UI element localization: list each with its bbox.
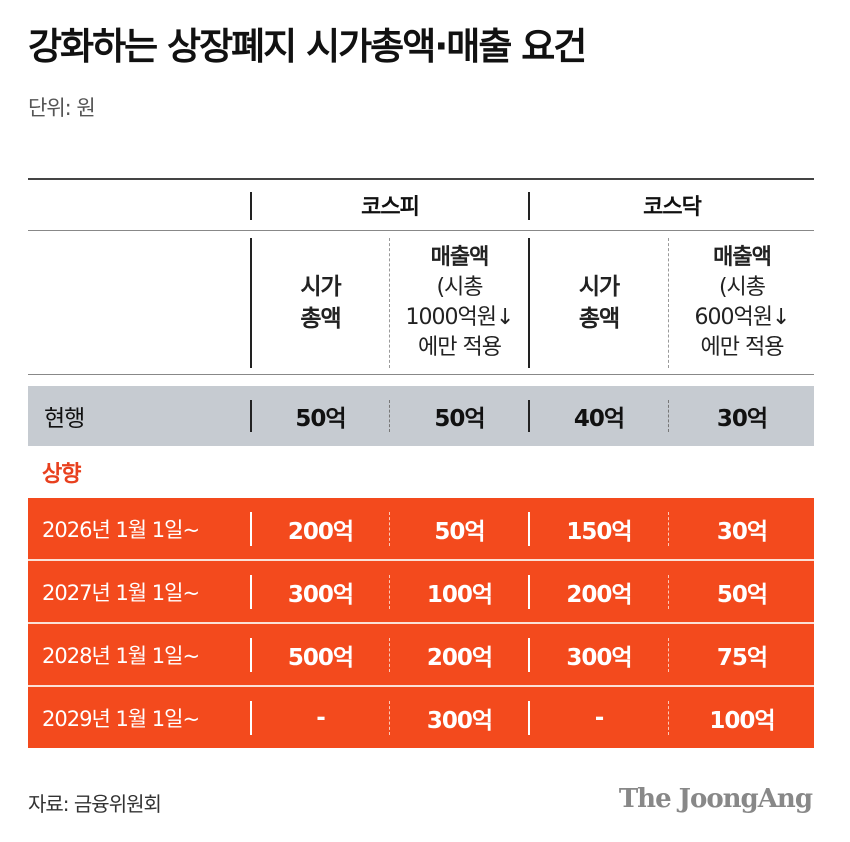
page-title: 강화하는 상장폐지 시가총액·매출 요건 — [28, 25, 587, 68]
table-subheader-divider — [28, 374, 814, 375]
column-divider — [250, 512, 252, 546]
column-dashed-divider — [389, 512, 390, 546]
table-cell: 200억 — [566, 582, 632, 608]
subheader-kospi-market-cap: 시가 총액 — [300, 274, 341, 332]
table-top-rule — [28, 178, 814, 180]
row-divider — [28, 622, 814, 624]
column-dashed-divider — [668, 638, 669, 672]
column-dashed-divider — [668, 400, 669, 432]
table-cell: 75억 — [716, 645, 768, 671]
row-divider — [28, 685, 814, 687]
group-header-kosdaq: 코스닥 — [643, 195, 702, 220]
table-cell: 200억 — [426, 645, 493, 671]
column-divider — [528, 512, 530, 546]
subheader-kosdaq-sales: 매출액 (시총 600억원↓ 에만 적용 — [694, 245, 791, 360]
table-cell: 150억 — [566, 519, 632, 545]
subheader-kosdaq-market-cap: 시가 총액 — [578, 274, 620, 332]
column-divider — [528, 701, 530, 735]
table-cell: 300억 — [566, 645, 632, 671]
row-label: 현행 — [44, 406, 85, 432]
column-divider — [528, 238, 530, 368]
column-dashed-divider — [389, 575, 390, 609]
column-dashed-divider — [389, 238, 390, 368]
brand-logo: The JoongAng — [618, 784, 813, 814]
column-divider — [528, 638, 530, 672]
column-dashed-divider — [668, 238, 669, 368]
row-divider — [28, 559, 814, 561]
subheader-kospi-sales: 매출액 (시총 1000억원↓ 에만 적용 — [405, 245, 515, 360]
column-divider — [528, 575, 530, 609]
column-divider — [250, 192, 252, 220]
column-dashed-divider — [668, 512, 669, 546]
table-cell: 300억 — [426, 708, 493, 734]
table-row: 2028년 1월 1일~ 500억 200억 300억 75억 — [28, 624, 814, 686]
column-divider — [528, 192, 530, 220]
table-row: 2029년 1월 1일~ - 300억 - 100억 — [28, 687, 814, 749]
group-header-kospi: 코스피 — [361, 195, 420, 220]
table-cell: - — [594, 705, 605, 731]
table-row: 2027년 1월 1일~ 300억 100억 200억 50억 — [28, 561, 814, 623]
row-label: 2026년 1월 1일~ — [42, 518, 200, 542]
column-divider — [528, 400, 530, 432]
table-row: 2026년 1월 1일~ 200억 50억 150억 30억 — [28, 498, 814, 560]
row-label: 2028년 1월 1일~ — [42, 644, 200, 668]
column-divider — [250, 701, 252, 735]
upward-section-label: 상향 — [42, 462, 81, 487]
source-note: 자료: 금융위원회 — [28, 792, 162, 816]
column-divider — [250, 638, 252, 672]
column-dashed-divider — [668, 575, 669, 609]
table-cell: 30억 — [716, 519, 768, 545]
table-cell: 50억 — [434, 406, 485, 432]
table-cell: 50억 — [716, 582, 768, 608]
table-row-current: 현행 50억 50억 40억 30억 — [28, 386, 814, 446]
table-cell: 100억 — [709, 708, 775, 734]
column-dashed-divider — [389, 638, 390, 672]
table-cell: 100억 — [426, 582, 493, 608]
column-divider — [250, 575, 252, 609]
column-divider — [250, 400, 252, 432]
unit-note: 단위: 원 — [28, 96, 96, 120]
table-cell: 500억 — [287, 645, 354, 671]
table-cell: 300억 — [287, 582, 354, 608]
table-cell: 50억 — [295, 406, 346, 432]
column-dashed-divider — [389, 701, 390, 735]
table-cell: 200억 — [287, 519, 354, 545]
upward-table: 2026년 1월 1일~ 200억 50억 150억 30억 2027년 1월 … — [28, 498, 814, 748]
column-dashed-divider — [668, 701, 669, 735]
table-header-divider — [28, 230, 814, 231]
table-cell: 50억 — [434, 519, 485, 545]
table-cell: - — [316, 705, 326, 731]
column-dashed-divider — [389, 400, 390, 432]
row-label: 2027년 1월 1일~ — [42, 581, 200, 605]
table-cell: 40억 — [573, 406, 625, 432]
row-label: 2029년 1월 1일~ — [42, 707, 200, 731]
column-divider — [250, 238, 252, 368]
table-cell: 30억 — [716, 406, 768, 432]
